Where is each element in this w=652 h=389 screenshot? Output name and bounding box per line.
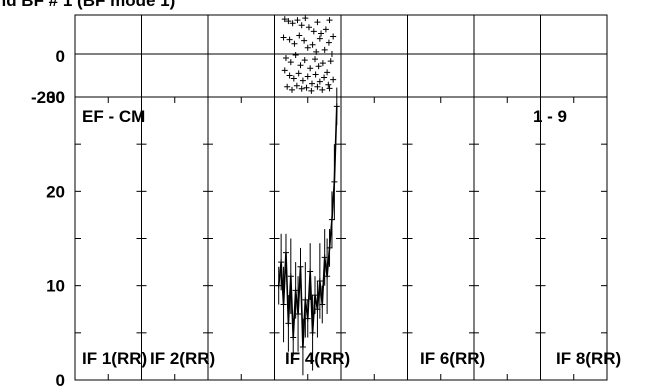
phase-point	[286, 36, 293, 43]
amplitude-series	[275, 87, 340, 376]
if-label: IF 1(RR)	[82, 349, 147, 368]
phase-point	[318, 30, 325, 37]
amplitude-point	[282, 249, 289, 256]
figure-title: # 3 and BF # 1 (BF mode 1)	[0, 0, 175, 10]
phase-point	[302, 15, 309, 22]
phase-point	[301, 57, 308, 64]
phase-point	[326, 85, 333, 92]
amplitude-point	[299, 343, 306, 350]
phase-point	[325, 39, 332, 46]
amplitude-point	[324, 273, 331, 280]
amplitude-point	[287, 273, 294, 280]
phase-point	[330, 76, 337, 83]
phase-point	[286, 72, 293, 79]
phase-point	[316, 35, 323, 42]
phase-point	[319, 60, 326, 67]
amplitude-point	[285, 320, 292, 327]
phase-point	[289, 20, 296, 27]
phase-point	[326, 17, 333, 24]
if-label: IF 8(RR)	[556, 349, 621, 368]
phase-point	[281, 67, 288, 74]
phase-point	[307, 65, 314, 72]
phase-point	[294, 17, 301, 24]
phase-point	[298, 22, 305, 29]
phase-point	[289, 86, 296, 93]
phase-point	[324, 69, 331, 76]
phase-point	[312, 71, 319, 78]
phase-point	[316, 78, 323, 85]
phase-point	[280, 34, 287, 41]
phase-point	[285, 18, 292, 25]
phase-point	[281, 16, 288, 23]
phase-point	[303, 84, 310, 91]
amplitude-y-tick-label: 30	[46, 88, 65, 107]
amplitude-point	[333, 103, 340, 110]
phase-point	[328, 50, 335, 57]
phase-point	[321, 46, 328, 53]
phase-point	[308, 80, 315, 87]
phase-point	[304, 44, 311, 51]
amplitude-point	[309, 329, 316, 336]
phase-points	[280, 15, 337, 94]
phase-point	[298, 85, 305, 92]
phase-y-tick-labels: -200 0	[31, 47, 65, 107]
phase-point	[284, 83, 291, 90]
phase-point	[282, 55, 289, 62]
amplitude-y-tick-label: 10	[46, 277, 65, 296]
amplitude-grid	[74, 96, 608, 381]
phase-y-tick-label: -200	[31, 88, 65, 107]
phase-point	[322, 26, 329, 33]
phase-point	[290, 75, 297, 82]
amplitude-point	[307, 268, 314, 275]
phase-point	[304, 73, 311, 80]
phase-point	[299, 77, 306, 84]
phase-point	[310, 28, 317, 35]
phase-point	[297, 62, 304, 69]
amplitude-y-tick-labels: 0 10 20 30	[46, 88, 65, 389]
if-labels: IF 1(RR) IF 2(RR) IF 4(RR) IF 6(RR) IF 8(RR)	[82, 349, 621, 368]
amplitude-point	[319, 301, 326, 308]
amplitude-panel-frame	[74, 96, 608, 381]
phase-point	[292, 51, 299, 58]
amplitude-y-tick-label: 20	[46, 182, 65, 201]
phase-point	[327, 58, 334, 65]
phase-point	[308, 87, 315, 94]
phase-y-tick-label: 0	[56, 47, 65, 66]
phase-point	[296, 32, 303, 39]
phase-point	[293, 82, 300, 89]
phase-point	[314, 19, 321, 26]
amplitude-point	[295, 310, 302, 317]
if-label: IF 4(RR)	[285, 349, 350, 368]
phase-point	[309, 41, 316, 48]
phase-point	[315, 63, 322, 70]
if-label: IF 2(RR)	[150, 349, 215, 368]
channel-range-label: 1 - 9	[533, 107, 567, 126]
phase-grid	[141, 15, 541, 97]
phase-point	[319, 86, 326, 93]
phase-panel: -200 0	[31, 14, 608, 107]
phase-point	[291, 40, 298, 47]
phase-point	[287, 59, 294, 66]
phase-point	[325, 81, 332, 88]
amplitude-point	[297, 263, 304, 270]
phase-point	[330, 33, 337, 40]
phase-point	[295, 70, 302, 77]
baseline-label: EF - CM	[82, 107, 145, 126]
amplitude-point	[331, 178, 338, 185]
phase-point	[313, 48, 320, 55]
phase-point	[312, 56, 319, 63]
if-label: IF 6(RR)	[420, 349, 485, 368]
phase-point	[305, 24, 312, 31]
phase-point	[314, 83, 321, 90]
phase-point	[301, 37, 308, 44]
amplitude-point	[304, 315, 311, 322]
amplitude-point	[280, 301, 287, 308]
amplitude-point	[290, 334, 297, 341]
amplitude-y-tick-label: 0	[56, 371, 65, 389]
phase-point	[321, 74, 328, 81]
amplitude-point	[316, 277, 323, 284]
amplitude-point	[278, 259, 285, 266]
